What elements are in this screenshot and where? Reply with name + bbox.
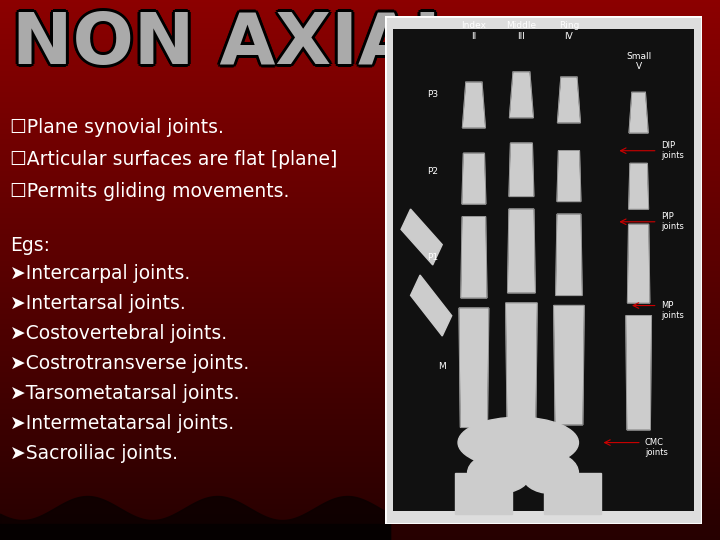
Polygon shape (508, 209, 535, 293)
Text: ☐Plane synovial joints.: ☐Plane synovial joints. (10, 118, 224, 137)
Text: ➤Intermetatarsal joints.: ➤Intermetatarsal joints. (10, 414, 234, 433)
Polygon shape (629, 164, 649, 209)
Text: ➤Costovertebral joints.: ➤Costovertebral joints. (10, 324, 227, 343)
Polygon shape (510, 72, 534, 118)
Text: Egs:: Egs: (10, 236, 50, 255)
Ellipse shape (467, 453, 531, 494)
Text: ➤Costrotransverse joints.: ➤Costrotransverse joints. (10, 354, 249, 373)
Polygon shape (628, 224, 649, 303)
Text: ☐Permits gliding movements.: ☐Permits gliding movements. (10, 182, 289, 201)
Text: Ring
IV: Ring IV (559, 21, 579, 40)
Text: P3: P3 (427, 90, 438, 99)
Polygon shape (626, 316, 652, 430)
Polygon shape (557, 151, 581, 201)
Text: NON AXIAL: NON AXIAL (10, 8, 458, 77)
Polygon shape (410, 275, 451, 336)
Text: MP
joints: MP joints (661, 301, 684, 320)
Text: M: M (438, 362, 446, 371)
Text: PIP
joints: PIP joints (661, 212, 684, 232)
Text: ➤Sacroiliac joints.: ➤Sacroiliac joints. (10, 444, 178, 463)
Bar (455, 473, 512, 514)
Text: NON AXIAL: NON AXIAL (12, 13, 460, 82)
Polygon shape (629, 92, 648, 133)
Bar (544, 473, 600, 514)
Text: NON AXIAL: NON AXIAL (15, 10, 463, 79)
Text: ➤Tarsometatarsal joints.: ➤Tarsometatarsal joints. (10, 384, 240, 403)
Text: P1: P1 (427, 253, 438, 262)
Text: Small
V: Small V (626, 52, 652, 71)
Text: ☐Articular surfaces are flat [plane]: ☐Articular surfaces are flat [plane] (10, 150, 338, 169)
Ellipse shape (458, 417, 578, 468)
Text: NON AXIAL: NON AXIAL (10, 12, 458, 81)
Polygon shape (556, 214, 582, 295)
Polygon shape (462, 153, 486, 204)
Polygon shape (557, 77, 580, 123)
Text: ➤Intercarpal joints.: ➤Intercarpal joints. (10, 264, 190, 283)
Text: NON AXIAL: NON AXIAL (9, 10, 457, 79)
Text: P2: P2 (427, 166, 438, 176)
Text: NON AXIAL: NON AXIAL (14, 8, 462, 77)
Polygon shape (554, 306, 584, 425)
Polygon shape (401, 209, 442, 265)
Text: Middle
III: Middle III (506, 21, 536, 40)
Polygon shape (509, 143, 534, 197)
Polygon shape (462, 82, 485, 128)
Polygon shape (461, 217, 487, 298)
Text: NON AXIAL: NON AXIAL (12, 7, 460, 76)
Ellipse shape (521, 453, 578, 494)
Polygon shape (459, 308, 489, 427)
Text: DIP
joints: DIP joints (661, 141, 684, 160)
Text: ➤Intertarsal joints.: ➤Intertarsal joints. (10, 294, 186, 313)
Text: NON AXIAL: NON AXIAL (12, 10, 460, 79)
Text: CMC
joints: CMC joints (645, 438, 668, 457)
Text: Index
II: Index II (462, 21, 487, 40)
Polygon shape (505, 303, 537, 422)
Text: NON AXIAL: NON AXIAL (14, 12, 462, 81)
